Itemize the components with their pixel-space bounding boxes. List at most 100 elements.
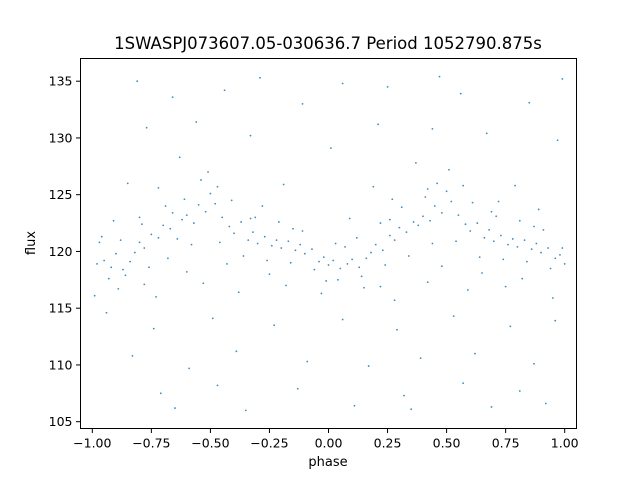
data-point <box>431 127 434 130</box>
data-point <box>247 239 250 242</box>
data-point <box>523 239 526 242</box>
data-point <box>384 264 387 266</box>
data-point <box>311 248 313 251</box>
data-point <box>389 234 391 237</box>
data-point <box>155 295 157 298</box>
data-point <box>516 246 519 248</box>
data-point <box>367 365 370 367</box>
data-point <box>263 235 266 238</box>
data-point <box>535 242 538 245</box>
y-axis-ticks: 105 110 115 120 125 130 135 <box>49 74 81 429</box>
data-point <box>181 218 183 221</box>
data-point <box>440 211 443 214</box>
data-point <box>396 328 398 331</box>
data-point <box>507 243 509 246</box>
data-point <box>318 260 320 263</box>
data-point <box>211 317 214 320</box>
data-point <box>237 291 240 294</box>
x-tick-label: 0.25 <box>374 436 402 451</box>
y-tick-label: 110 <box>49 357 73 372</box>
data-point <box>528 101 531 104</box>
data-point <box>152 327 155 330</box>
data-point <box>490 210 493 213</box>
data-point <box>363 286 365 289</box>
data-point <box>218 241 221 244</box>
data-point <box>183 198 186 201</box>
data-point <box>554 319 557 322</box>
data-point <box>275 239 278 242</box>
data-point <box>159 392 162 395</box>
data-point <box>542 228 545 231</box>
data-point <box>131 354 134 357</box>
data-point <box>514 184 516 187</box>
data-point <box>150 233 153 236</box>
data-point <box>122 268 124 271</box>
x-tick-label: −1.00 <box>73 436 111 451</box>
data-point <box>509 325 512 328</box>
data-point <box>462 184 465 187</box>
data-point <box>325 280 328 282</box>
data-point <box>98 241 101 244</box>
chart-title: 1SWASPJ073607.05-030636.7 Period 1052790… <box>114 34 542 53</box>
data-point <box>464 223 467 226</box>
data-point <box>197 204 200 206</box>
data-point <box>256 242 259 245</box>
data-point <box>452 315 455 318</box>
data-point <box>563 263 566 265</box>
data-point <box>381 249 384 252</box>
data-point <box>107 277 110 280</box>
data-point <box>223 89 226 92</box>
x-axis-label: phase <box>308 455 347 470</box>
data-point <box>377 123 379 126</box>
data-point <box>393 239 396 242</box>
data-point <box>337 278 339 281</box>
data-point <box>360 275 363 278</box>
data-point <box>450 200 453 203</box>
data-point <box>233 232 235 235</box>
data-point <box>287 240 290 243</box>
data-point <box>240 221 243 223</box>
data-point <box>334 242 337 245</box>
data-point <box>490 406 493 408</box>
x-tick-label: 0.75 <box>492 436 520 451</box>
x-tick-label: 0.50 <box>433 436 461 451</box>
scatter-points <box>93 75 566 412</box>
x-tick-label: −0.25 <box>250 436 288 451</box>
data-point <box>438 75 441 78</box>
data-point <box>282 183 285 186</box>
data-point <box>329 147 332 150</box>
data-point <box>549 267 552 270</box>
data-point <box>403 394 405 397</box>
data-point <box>466 289 469 291</box>
data-point <box>511 238 514 240</box>
data-point <box>249 217 252 220</box>
data-point <box>469 230 472 232</box>
data-point <box>478 256 481 259</box>
data-point <box>500 234 502 237</box>
y-tick-label: 105 <box>49 414 73 429</box>
data-point <box>457 214 460 217</box>
data-point <box>544 402 547 405</box>
data-point <box>299 243 302 246</box>
data-point <box>526 260 528 263</box>
data-point <box>268 273 271 276</box>
data-point <box>178 156 181 159</box>
data-point <box>327 264 330 266</box>
plot-frame <box>80 58 577 429</box>
data-point <box>492 240 495 243</box>
data-point <box>148 266 150 269</box>
x-axis-ticks: −1.00 −0.75 −0.50 −0.25 0.00 0.25 0.50 0.75 1.00 <box>73 428 579 451</box>
y-tick-label: 125 <box>49 187 73 202</box>
data-point <box>424 196 427 198</box>
data-point <box>228 225 231 228</box>
data-point <box>365 257 368 260</box>
data-point <box>138 216 141 219</box>
data-point <box>296 387 299 390</box>
data-point <box>455 240 457 243</box>
data-point <box>313 268 316 271</box>
data-point <box>348 217 351 220</box>
data-point <box>410 408 413 411</box>
y-tick-label: 115 <box>49 301 73 316</box>
data-point <box>554 257 557 260</box>
data-point <box>285 284 287 287</box>
